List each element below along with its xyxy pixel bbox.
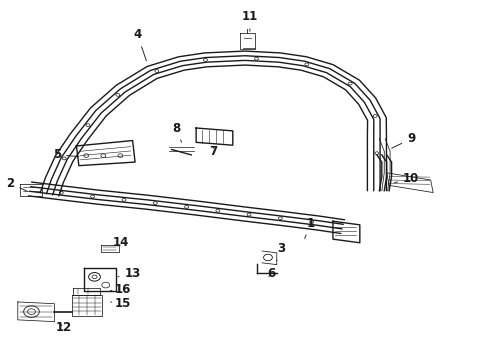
- Text: 5: 5: [53, 148, 78, 161]
- Text: 2: 2: [6, 177, 27, 192]
- Text: 6: 6: [268, 267, 276, 280]
- Text: 10: 10: [394, 172, 419, 185]
- Text: 8: 8: [172, 122, 181, 142]
- Text: 16: 16: [111, 283, 131, 296]
- Text: 4: 4: [133, 28, 147, 61]
- Text: 7: 7: [209, 145, 217, 158]
- Text: 12: 12: [56, 320, 73, 333]
- Text: 14: 14: [112, 236, 128, 249]
- Text: 1: 1: [305, 216, 315, 238]
- Text: 13: 13: [118, 267, 141, 280]
- Text: 11: 11: [242, 10, 258, 31]
- Text: 15: 15: [111, 297, 131, 310]
- Text: 9: 9: [392, 132, 415, 148]
- Text: 3: 3: [277, 242, 286, 261]
